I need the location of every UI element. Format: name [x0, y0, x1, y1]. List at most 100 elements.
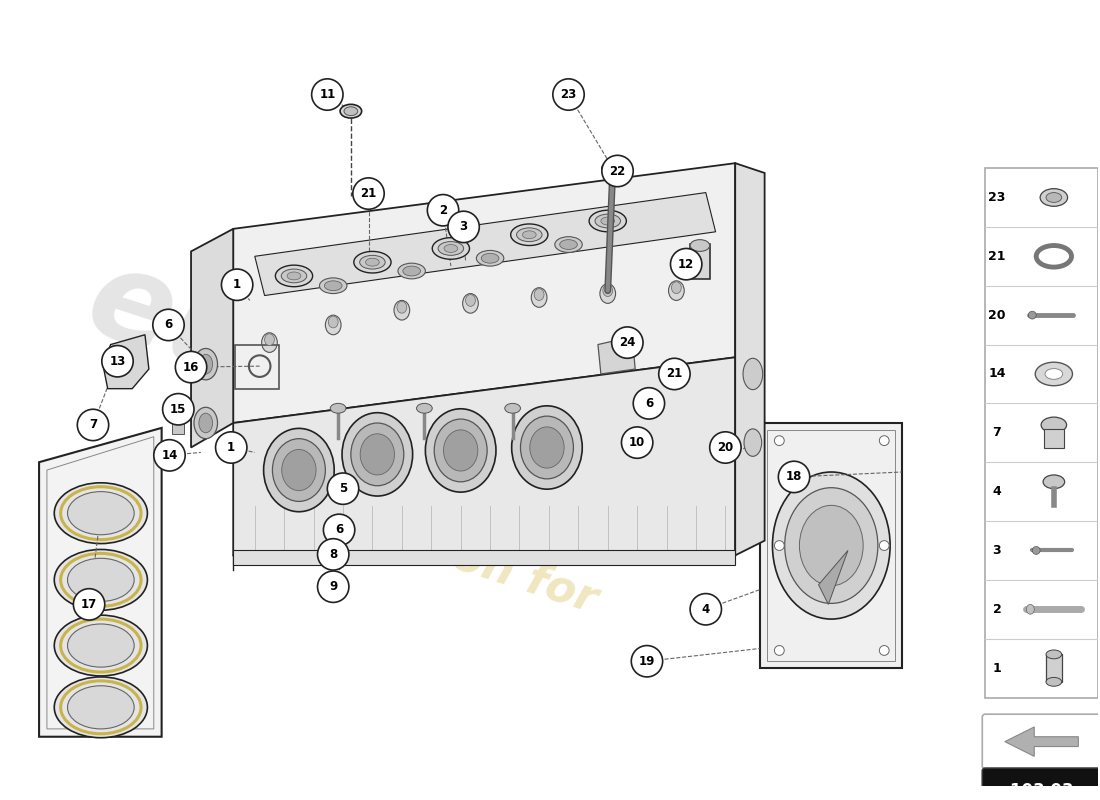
Ellipse shape	[67, 558, 134, 602]
Ellipse shape	[221, 269, 253, 301]
Ellipse shape	[517, 228, 542, 242]
Polygon shape	[1004, 727, 1078, 756]
Text: 16: 16	[183, 361, 199, 374]
Ellipse shape	[54, 615, 147, 676]
Text: 20: 20	[717, 441, 734, 454]
Ellipse shape	[612, 327, 643, 358]
Ellipse shape	[287, 272, 301, 280]
Ellipse shape	[311, 79, 343, 110]
Ellipse shape	[659, 358, 690, 390]
Ellipse shape	[879, 541, 889, 550]
Ellipse shape	[1035, 362, 1072, 386]
Ellipse shape	[434, 419, 487, 482]
Ellipse shape	[879, 436, 889, 446]
Ellipse shape	[1046, 650, 1062, 658]
Ellipse shape	[194, 349, 218, 380]
Ellipse shape	[427, 194, 459, 226]
Bar	[1044, 429, 1064, 449]
Text: 17: 17	[81, 598, 97, 611]
Ellipse shape	[744, 429, 761, 456]
Ellipse shape	[800, 506, 864, 586]
Text: 21: 21	[361, 187, 376, 200]
Ellipse shape	[774, 436, 784, 446]
Text: 3: 3	[992, 544, 1001, 557]
Text: 2: 2	[439, 204, 447, 217]
Ellipse shape	[671, 282, 681, 294]
Polygon shape	[818, 550, 848, 604]
Polygon shape	[233, 358, 735, 555]
Text: 18: 18	[785, 470, 802, 483]
Ellipse shape	[360, 255, 385, 269]
Ellipse shape	[77, 410, 109, 441]
Ellipse shape	[328, 316, 338, 328]
Ellipse shape	[710, 432, 741, 463]
Ellipse shape	[163, 394, 194, 425]
Ellipse shape	[671, 249, 702, 280]
Polygon shape	[191, 229, 233, 447]
Ellipse shape	[351, 423, 404, 486]
Ellipse shape	[560, 240, 578, 250]
Ellipse shape	[590, 210, 626, 232]
Ellipse shape	[510, 224, 548, 246]
Ellipse shape	[398, 263, 426, 279]
Ellipse shape	[520, 416, 573, 479]
Ellipse shape	[779, 462, 810, 493]
Ellipse shape	[324, 281, 342, 290]
Text: 22: 22	[609, 165, 626, 178]
Ellipse shape	[265, 334, 274, 346]
Polygon shape	[233, 163, 735, 423]
Ellipse shape	[772, 472, 890, 619]
Ellipse shape	[463, 294, 478, 313]
Ellipse shape	[102, 346, 133, 377]
Text: 12: 12	[678, 258, 694, 270]
Ellipse shape	[417, 403, 432, 413]
Ellipse shape	[505, 403, 520, 413]
Text: 6: 6	[164, 318, 173, 331]
Ellipse shape	[342, 413, 412, 496]
Ellipse shape	[444, 245, 458, 252]
Text: 11: 11	[319, 88, 336, 101]
Ellipse shape	[1026, 604, 1034, 614]
Ellipse shape	[1046, 678, 1062, 686]
Ellipse shape	[67, 492, 134, 534]
Ellipse shape	[1045, 369, 1063, 379]
Text: 23: 23	[560, 88, 576, 101]
Ellipse shape	[443, 430, 477, 471]
Text: 19: 19	[639, 654, 656, 668]
Ellipse shape	[438, 242, 463, 255]
Ellipse shape	[522, 231, 536, 238]
Ellipse shape	[448, 211, 480, 242]
Text: 24: 24	[619, 336, 636, 349]
Ellipse shape	[631, 646, 662, 677]
Polygon shape	[760, 423, 902, 668]
Text: 3: 3	[460, 220, 467, 234]
Ellipse shape	[1041, 189, 1068, 206]
Ellipse shape	[262, 333, 277, 352]
Text: 14: 14	[988, 367, 1005, 381]
Polygon shape	[102, 334, 148, 389]
Ellipse shape	[199, 413, 212, 433]
Polygon shape	[598, 337, 635, 374]
Ellipse shape	[340, 104, 362, 118]
Ellipse shape	[397, 302, 407, 313]
Ellipse shape	[403, 266, 420, 276]
Ellipse shape	[264, 428, 334, 512]
Text: 8: 8	[329, 548, 338, 561]
Text: 1: 1	[992, 662, 1001, 674]
Polygon shape	[233, 550, 735, 565]
Ellipse shape	[535, 289, 544, 301]
Text: 7: 7	[89, 418, 97, 431]
Ellipse shape	[634, 388, 664, 419]
Ellipse shape	[784, 488, 878, 603]
Ellipse shape	[394, 301, 409, 320]
Ellipse shape	[602, 155, 634, 186]
Ellipse shape	[319, 278, 346, 294]
Text: 21: 21	[667, 367, 682, 381]
Text: 23: 23	[988, 191, 1005, 204]
Ellipse shape	[690, 594, 722, 625]
Text: 21: 21	[988, 250, 1005, 263]
Ellipse shape	[530, 427, 564, 468]
Ellipse shape	[553, 79, 584, 110]
Ellipse shape	[275, 265, 312, 286]
Bar	[173, 416, 184, 434]
